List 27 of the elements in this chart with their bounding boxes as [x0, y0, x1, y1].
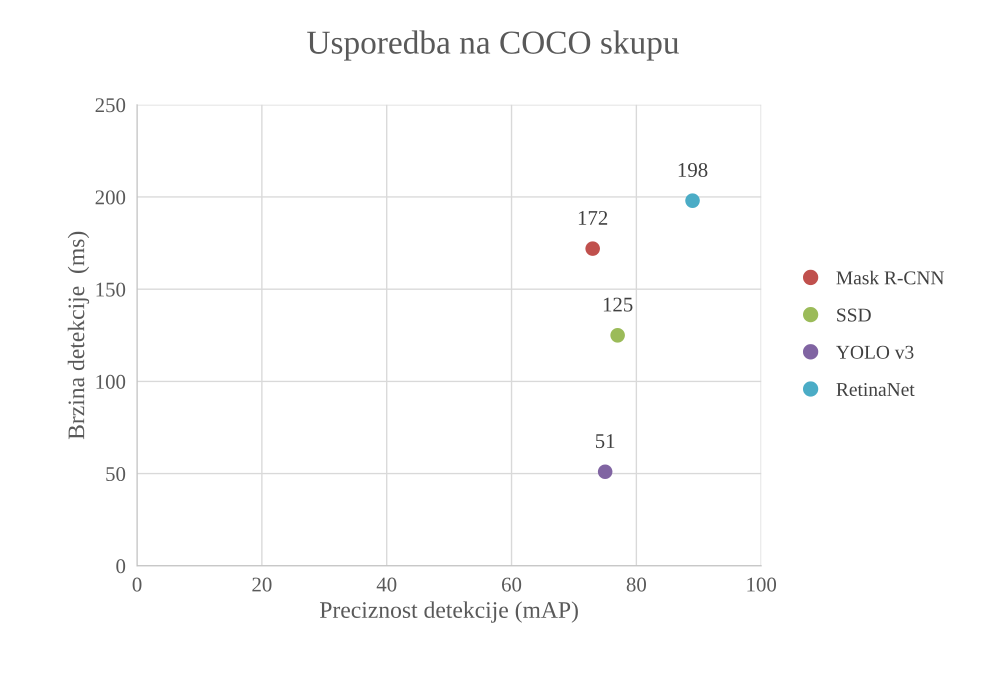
point: [610, 328, 625, 343]
x-tick-label: 80: [626, 578, 646, 592]
x-tick-label: 100: [747, 578, 776, 592]
data-label: 51: [596, 434, 614, 448]
x-tick-label: 20: [252, 578, 272, 592]
legend-label: YOLO v3: [836, 346, 914, 359]
y-tick-label: 150: [96, 282, 126, 297]
legend-label: Mask R-CNN: [836, 270, 944, 284]
data-label: 125: [604, 298, 632, 312]
data-label: 172: [578, 210, 608, 225]
legend-label: SSD: [837, 308, 871, 322]
point: [598, 464, 612, 480]
x-tick-label: 0: [132, 578, 142, 592]
data-label: 198: [678, 162, 708, 177]
x-tick-label: 60: [502, 578, 522, 592]
y-tick-label: 0: [116, 559, 126, 574]
y-tick-label: 100: [96, 374, 126, 389]
chart-title: Usporedba na COCO skupu: [307, 30, 679, 61]
y-tick-label: 50: [106, 466, 126, 482]
point: [685, 193, 700, 208]
x-axis-title: Preciznost detekcije (mAP): [320, 601, 578, 623]
point: [585, 241, 600, 256]
legend-label: RetinaNet: [836, 382, 915, 396]
x-tick-label: 40: [376, 578, 396, 592]
y-tick-label: 200: [96, 190, 126, 204]
y-tick-label: 250: [96, 98, 126, 112]
y-axis-title: Brzina detekcije (ms): [68, 232, 90, 440]
